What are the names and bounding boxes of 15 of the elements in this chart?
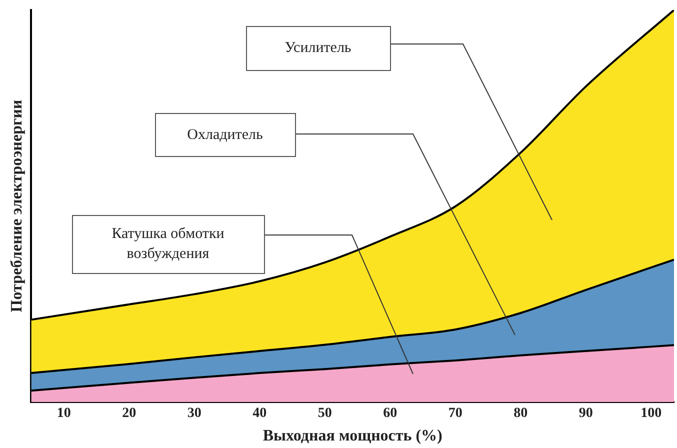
annotation: Охладитель	[187, 126, 263, 144]
x-tick-label: 40	[252, 406, 267, 422]
x-tick-label: 60	[383, 406, 398, 422]
y-axis-title: Потребление электроэнергии	[8, 100, 26, 312]
annotation: Катушка обмотки возбуждения	[110, 225, 226, 264]
x-tick-label: 50	[318, 406, 332, 422]
annotation: Усилитель	[284, 39, 352, 58]
x-tick-label: 20	[122, 406, 136, 422]
x-tick-label: 70	[448, 406, 462, 422]
x-tick-label: 80	[514, 406, 528, 422]
x-tick-label: 100	[640, 406, 662, 422]
x-tick-label: 10	[56, 406, 71, 422]
x-tick-label: 30	[187, 406, 202, 422]
x-tick-label: 90	[578, 406, 593, 422]
x-axis-title: Выходная мощность (%)	[262, 428, 442, 445]
